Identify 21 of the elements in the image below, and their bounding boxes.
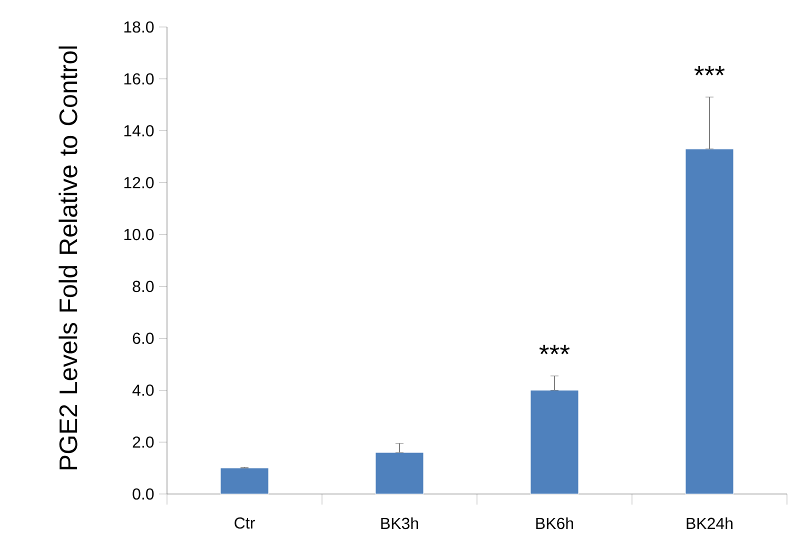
annotation: *** <box>539 344 570 354</box>
bar <box>375 452 424 494</box>
y-tick-label: 2.0 <box>132 436 154 448</box>
y-tick-label: 12.0 <box>124 177 154 188</box>
y-tick-label: 18.0 <box>124 21 154 33</box>
y-tick-label: 8.0 <box>132 280 154 292</box>
bar <box>220 468 269 494</box>
y-tick-label: 4.0 <box>132 384 154 396</box>
y-tick-label: 14.0 <box>124 125 154 136</box>
bar <box>530 390 579 494</box>
y-tick-label: 16.0 <box>124 73 154 85</box>
x-tick-label: BK24h <box>686 517 732 529</box>
x-tick-label: BK6h <box>536 517 574 530</box>
annotation: *** <box>694 66 725 76</box>
x-tick-label: Ctr <box>234 517 255 529</box>
x-tick-label: BK3h <box>381 517 418 530</box>
bar <box>685 148 734 494</box>
y-tick-label: 10.0 <box>124 228 154 240</box>
y-tick-label: 0.0 <box>132 488 154 500</box>
y-tick-label: 6.0 <box>132 332 154 344</box>
y-axis-title: PGE2 Levels Fold Relative to Control <box>58 46 78 470</box>
